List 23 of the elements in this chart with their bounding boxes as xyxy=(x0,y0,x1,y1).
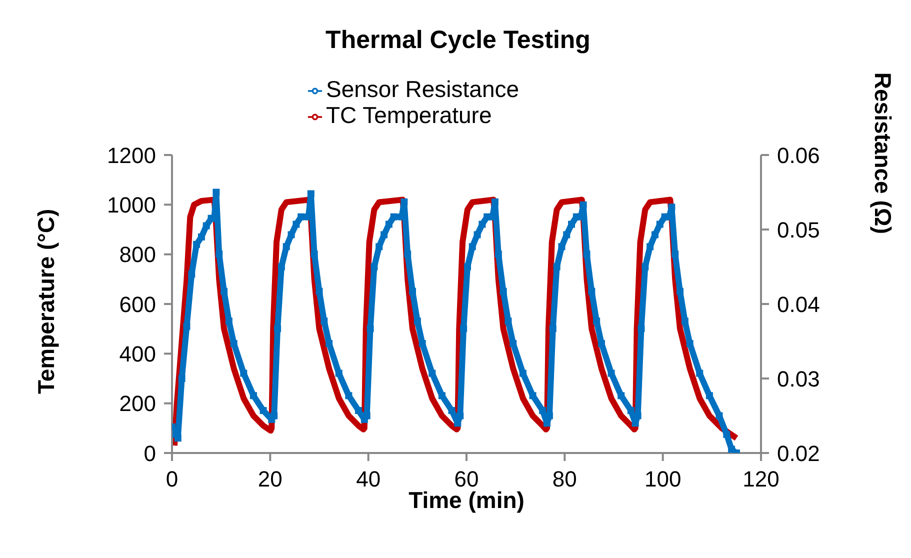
y-tick-label: 0 xyxy=(144,440,156,466)
x-tick-label: 100 xyxy=(644,466,682,492)
y-tick-label: 800 xyxy=(119,242,156,268)
x-tick-label: 40 xyxy=(356,466,381,492)
y-tick-label: 200 xyxy=(119,391,156,416)
y2-tick-label: 0.03 xyxy=(777,366,820,392)
y2-axis-title: Resistance (Ω) xyxy=(870,72,896,234)
x-tick-label: 120 xyxy=(742,466,780,492)
y-tick-label: 1200 xyxy=(107,142,156,168)
legend-label: Sensor Resistance xyxy=(326,76,520,102)
legend-label: TC Temperature xyxy=(326,102,492,128)
y-tick-label: 600 xyxy=(119,292,156,317)
y2-tick-label: 0.06 xyxy=(777,142,820,168)
y2-tick-label: 0.04 xyxy=(777,292,820,317)
y-axis-title: Temperature (°C) xyxy=(33,208,60,394)
y-tick-label: 400 xyxy=(119,341,156,366)
x-tick-label: 20 xyxy=(258,466,282,492)
y2-tick-label: 0.05 xyxy=(777,217,820,242)
chart-title: Thermal Cycle Testing xyxy=(324,26,592,55)
y2-tick-label: 0.02 xyxy=(777,440,820,466)
x-tick-label: 80 xyxy=(552,466,577,492)
x-tick-label: 0 xyxy=(166,466,178,492)
y-tick-label: 1000 xyxy=(107,192,156,218)
